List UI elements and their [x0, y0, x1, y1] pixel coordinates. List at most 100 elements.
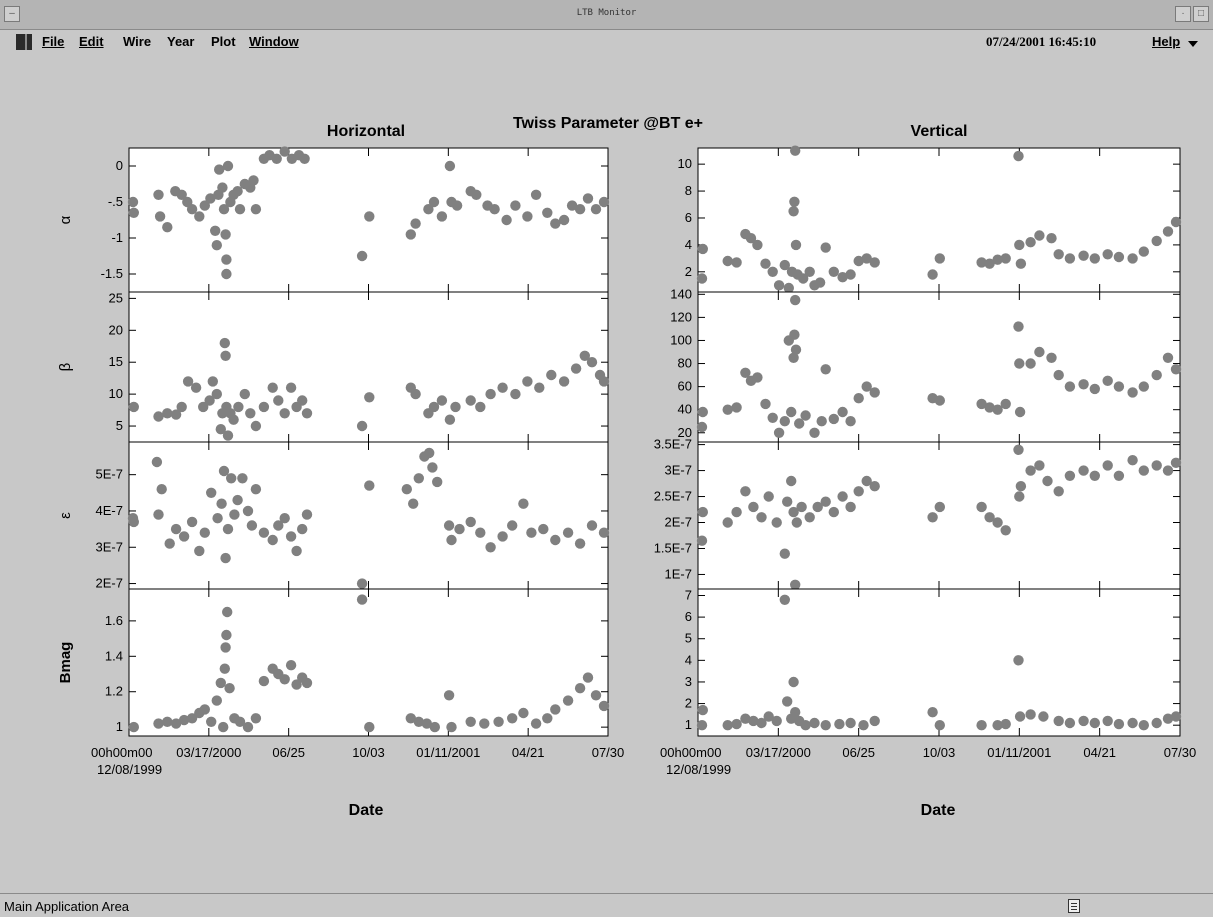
menu-edit[interactable]: Edit: [79, 34, 104, 49]
x-tick-label: 06/25: [842, 745, 875, 760]
data-point-v1: [869, 387, 880, 398]
data-point-h3: [443, 690, 455, 701]
data-point-h3: [279, 674, 290, 685]
data-point-v3: [976, 720, 987, 731]
menu-wire[interactable]: Wire: [123, 34, 152, 49]
data-point-h1: [428, 401, 440, 413]
data-point-h1: [170, 409, 182, 420]
data-point-v0: [752, 239, 763, 251]
data-point-h0: [211, 240, 222, 251]
data-point-h1: [128, 401, 139, 413]
data-point-v2: [820, 496, 831, 507]
data-point-v3: [834, 718, 845, 730]
data-point-h2: [598, 527, 610, 538]
y-tick-label-v1: 60: [678, 379, 692, 394]
y-tick-label-v3: 7: [685, 587, 692, 602]
data-point-v0: [976, 257, 987, 268]
data-point-h1: [475, 401, 486, 413]
data-point-v3: [1000, 718, 1011, 730]
data-point-h3: [574, 683, 586, 694]
data-point-v1: [697, 406, 708, 418]
data-point-h2: [291, 545, 302, 557]
data-point-v0: [1127, 253, 1138, 264]
data-point-v0: [1034, 230, 1045, 241]
window-menu-button[interactable]: –: [4, 6, 20, 22]
data-point-h1: [598, 376, 610, 387]
minimize-button[interactable]: ·: [1175, 6, 1191, 22]
data-point-v3: [731, 718, 742, 730]
y-tick-label-h0: 0: [116, 158, 123, 173]
data-point-v2: [779, 548, 790, 559]
document-icon[interactable]: [1068, 899, 1080, 913]
menu-year[interactable]: Year: [167, 34, 195, 49]
data-point-v0: [760, 258, 771, 269]
help-dropdown-icon[interactable]: [1188, 41, 1198, 47]
y-tick-label-h1: 25: [109, 290, 123, 305]
data-point-v2: [1127, 455, 1138, 466]
data-point-h3: [291, 679, 302, 690]
y-tick-label-h1: 15: [109, 354, 123, 369]
data-point-v1: [1013, 321, 1024, 332]
menu-plot[interactable]: Plot: [211, 34, 236, 49]
data-point-h0: [127, 196, 139, 208]
data-point-h2: [586, 520, 598, 531]
data-point-v2: [1113, 470, 1125, 481]
data-point-v2: [992, 517, 1003, 528]
data-point-h0: [221, 268, 232, 280]
data-point-h2: [526, 527, 537, 538]
y-tick-label-v2: 3.5E-7: [654, 437, 692, 452]
x-tick-label: 06/25: [272, 745, 305, 760]
data-point-v3: [1162, 713, 1174, 724]
data-point-v0: [992, 254, 1003, 265]
menu-help[interactable]: Help: [1152, 34, 1181, 49]
data-point-v1: [773, 427, 785, 438]
maximize-button[interactable]: □: [1193, 6, 1209, 22]
data-point-v0: [1102, 249, 1113, 260]
data-point-v2: [1064, 470, 1076, 481]
data-point-h3: [446, 721, 457, 733]
data-point-h0: [364, 211, 375, 222]
data-point-h2: [199, 527, 210, 538]
data-point-h3: [222, 606, 233, 618]
data-point-h1: [297, 395, 308, 406]
y-tick-label-v0: 2: [685, 264, 692, 279]
menu-file[interactable]: File: [42, 34, 65, 49]
data-point-h1: [222, 430, 234, 441]
data-point-h2: [485, 542, 496, 553]
y-tick-label-h1: 20: [109, 322, 123, 337]
x-origin-date-label: 12/08/1999: [666, 762, 731, 777]
y-tick-label-h3: 1.2: [105, 684, 123, 699]
data-point-h1: [198, 401, 209, 413]
data-point-h0: [410, 218, 421, 229]
data-point-v1: [786, 406, 797, 418]
data-point-h0: [205, 193, 216, 204]
data-point-h0: [221, 254, 232, 265]
data-point-h2: [285, 531, 297, 542]
y-tick-label-v1: 80: [678, 356, 692, 371]
data-point-v1: [1053, 369, 1064, 381]
panel-frame-v2: [697, 441, 1181, 590]
data-point-h2: [356, 578, 368, 589]
data-point-h1: [579, 350, 590, 361]
data-point-h3: [221, 629, 232, 641]
data-point-v1: [1000, 398, 1011, 410]
data-point-v3: [992, 720, 1003, 731]
data-point-h2: [401, 484, 412, 495]
data-point-v1: [809, 427, 820, 438]
data-point-h2: [246, 520, 258, 531]
data-point-h0: [194, 211, 205, 222]
data-point-h0: [217, 182, 228, 193]
data-point-v1: [992, 404, 1003, 415]
y-tick-label-h2: 3E-7: [96, 539, 123, 554]
data-point-v0: [773, 280, 785, 291]
data-point-v2: [782, 496, 793, 507]
data-point-v2: [1162, 465, 1174, 476]
data-point-v3: [1127, 717, 1138, 729]
data-point-h2: [258, 527, 270, 538]
y-tick-label-h0: -1.5: [101, 266, 123, 281]
data-point-h3: [128, 721, 139, 733]
menu-window[interactable]: Window: [249, 34, 299, 49]
data-point-h1: [233, 401, 244, 413]
data-point-v0: [820, 242, 831, 253]
data-point-v2: [934, 501, 945, 513]
